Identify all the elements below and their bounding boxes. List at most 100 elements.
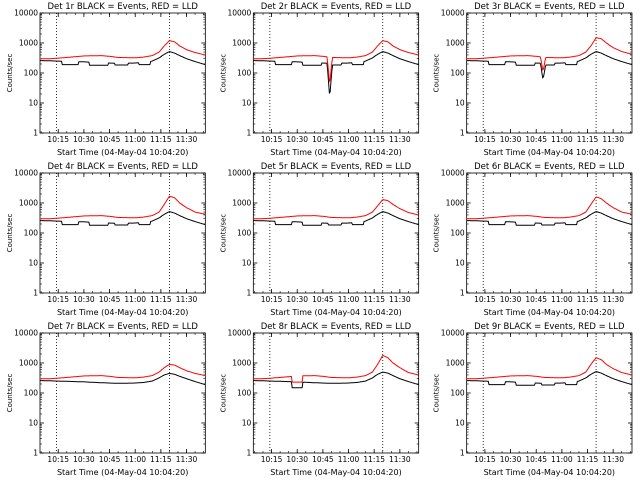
y-tick-label: 10 bbox=[28, 419, 38, 428]
x-tick-label: 11:00 bbox=[551, 295, 573, 304]
chart-panel: Det 8r BLACK = Events, RED = LLD 1 10 100 10… bbox=[219, 322, 420, 477]
y-tick-label: 1000 bbox=[232, 359, 251, 368]
x-tick-label: 11:00 bbox=[338, 135, 360, 144]
x-tick-label: 11:30 bbox=[389, 135, 411, 144]
chart-panel: Det 5r BLACK = Events, RED = LLD 1 10 100 10… bbox=[219, 162, 420, 317]
plot-frame bbox=[466, 12, 633, 134]
y-axis-label: Counts/sec bbox=[433, 214, 441, 253]
x-tick-label: 10:45 bbox=[99, 295, 121, 304]
x-tick-label: 11:15 bbox=[363, 295, 385, 304]
y-tick-label: 10 bbox=[242, 419, 252, 428]
chart-title: Det 8r BLACK = Events, RED = LLD bbox=[261, 322, 412, 332]
series-line-events bbox=[466, 371, 633, 386]
y-axis-label: Counts/sec bbox=[219, 54, 227, 93]
x-tick-label: 11:15 bbox=[150, 455, 172, 464]
series-line-lld bbox=[40, 40, 206, 60]
x-tick-label: 11:30 bbox=[389, 455, 411, 464]
chart-panel: Det 3r BLACK = Events, RED = LLD 1 10 100 10… bbox=[433, 2, 633, 157]
series-line-lld bbox=[40, 363, 206, 380]
series-line-events bbox=[253, 51, 419, 94]
x-tick-label: 11:00 bbox=[551, 455, 573, 464]
chart-panel: Det 1r BLACK = Events, RED = LLD 1 10 100 10… bbox=[6, 2, 206, 157]
x-tick-label: 10:15 bbox=[47, 135, 69, 144]
x-tick-label: 10:15 bbox=[261, 135, 283, 144]
chart-title: Det 7r BLACK = Events, RED = LLD bbox=[47, 322, 198, 332]
series-line-events bbox=[40, 51, 206, 66]
x-axis-label: Start Time (04-May-04 10:04:20) bbox=[57, 468, 188, 477]
x-tick-label: 11:30 bbox=[176, 295, 198, 304]
y-tick-label: 1000 bbox=[232, 199, 251, 208]
y-axis-label: Counts/sec bbox=[219, 214, 227, 253]
x-tick-label: 11:00 bbox=[338, 295, 360, 304]
series-line-lld bbox=[466, 196, 633, 220]
y-tick-label: 10000 bbox=[227, 169, 251, 178]
series-line-lld bbox=[253, 199, 419, 220]
chart-title: Det 6r BLACK = Events, RED = LLD bbox=[474, 162, 625, 172]
y-tick-label: 10 bbox=[455, 99, 465, 108]
x-tick-label: 10:45 bbox=[312, 135, 334, 144]
y-tick-label: 1000 bbox=[446, 359, 465, 368]
y-tick-label: 1 bbox=[460, 289, 465, 298]
series-line-events bbox=[40, 373, 206, 386]
y-tick-label: 1000 bbox=[232, 39, 251, 48]
x-tick-label: 11:30 bbox=[602, 455, 624, 464]
x-tick-label: 11:30 bbox=[602, 295, 624, 304]
x-tick-label: 10:15 bbox=[474, 295, 496, 304]
x-tick-label: 11:15 bbox=[363, 135, 385, 144]
x-axis-label: Start Time (04-May-04 10:04:20) bbox=[484, 468, 615, 477]
series-line-lld bbox=[253, 40, 419, 83]
y-tick-label: 100 bbox=[24, 229, 39, 238]
x-axis-label: Start Time (04-May-04 10:04:20) bbox=[484, 308, 615, 317]
x-tick-label: 10:45 bbox=[312, 295, 334, 304]
chart-panel: Det 2r BLACK = Events, RED = LLD 1 10 100 10… bbox=[219, 2, 420, 157]
chart-panel: Det 6r BLACK = Events, RED = LLD 1 10 100 10… bbox=[433, 162, 633, 317]
plot-frame bbox=[466, 332, 633, 454]
y-tick-label: 10 bbox=[28, 259, 38, 268]
x-tick-label: 11:15 bbox=[577, 295, 599, 304]
series-line-lld bbox=[466, 37, 633, 71]
y-tick-label: 1 bbox=[247, 449, 252, 458]
chart-title: Det 1r BLACK = Events, RED = LLD bbox=[47, 2, 198, 12]
y-tick-label: 1 bbox=[460, 129, 465, 138]
x-tick-label: 10:45 bbox=[99, 135, 121, 144]
plot-frame bbox=[39, 332, 206, 454]
x-axis-label: Start Time (04-May-04 10:04:20) bbox=[270, 308, 401, 317]
y-tick-label: 100 bbox=[237, 229, 252, 238]
y-axis-label: Counts/sec bbox=[219, 374, 227, 413]
y-axis-label: Counts/sec bbox=[433, 374, 441, 413]
x-tick-label: 11:15 bbox=[363, 455, 385, 464]
y-tick-label: 10000 bbox=[14, 169, 38, 178]
x-tick-label: 10:45 bbox=[525, 455, 547, 464]
chart-title: Det 2r BLACK = Events, RED = LLD bbox=[261, 2, 412, 12]
x-tick-label: 11:00 bbox=[124, 135, 146, 144]
y-tick-label: 1000 bbox=[446, 39, 465, 48]
x-axis-label: Start Time (04-May-04 10:04:20) bbox=[270, 468, 401, 477]
x-tick-label: 11:00 bbox=[551, 135, 573, 144]
chart-panel: Det 7r BLACK = Events, RED = LLD 1 10 100 10… bbox=[6, 322, 206, 477]
y-tick-label: 1 bbox=[247, 129, 252, 138]
y-tick-label: 10000 bbox=[14, 329, 38, 338]
y-tick-label: 10000 bbox=[14, 9, 38, 18]
x-tick-label: 10:30 bbox=[286, 295, 308, 304]
y-tick-label: 100 bbox=[24, 389, 39, 398]
chart-title: Det 5r BLACK = Events, RED = LLD bbox=[261, 162, 412, 172]
x-tick-label: 11:15 bbox=[150, 135, 172, 144]
x-tick-label: 10:30 bbox=[500, 295, 522, 304]
y-tick-label: 10000 bbox=[227, 9, 251, 18]
x-tick-label: 10:15 bbox=[261, 455, 283, 464]
x-tick-label: 11:30 bbox=[176, 455, 198, 464]
y-tick-label: 100 bbox=[450, 229, 465, 238]
x-tick-label: 11:30 bbox=[176, 135, 198, 144]
x-tick-label: 11:15 bbox=[577, 135, 599, 144]
y-axis-label: Counts/sec bbox=[6, 214, 14, 253]
x-tick-label: 10:30 bbox=[286, 135, 308, 144]
y-tick-label: 10 bbox=[242, 259, 252, 268]
chart-panel: Det 4r BLACK = Events, RED = LLD 1 10 100 10… bbox=[6, 162, 206, 317]
x-tick-label: 10:45 bbox=[525, 135, 547, 144]
series-line-events bbox=[466, 51, 633, 79]
y-tick-label: 100 bbox=[237, 69, 252, 78]
x-axis-label: Start Time (04-May-04 10:04:20) bbox=[484, 148, 615, 157]
y-tick-label: 1000 bbox=[19, 359, 38, 368]
series-line-events bbox=[40, 211, 206, 226]
chart-title: Det 3r BLACK = Events, RED = LLD bbox=[474, 2, 625, 12]
